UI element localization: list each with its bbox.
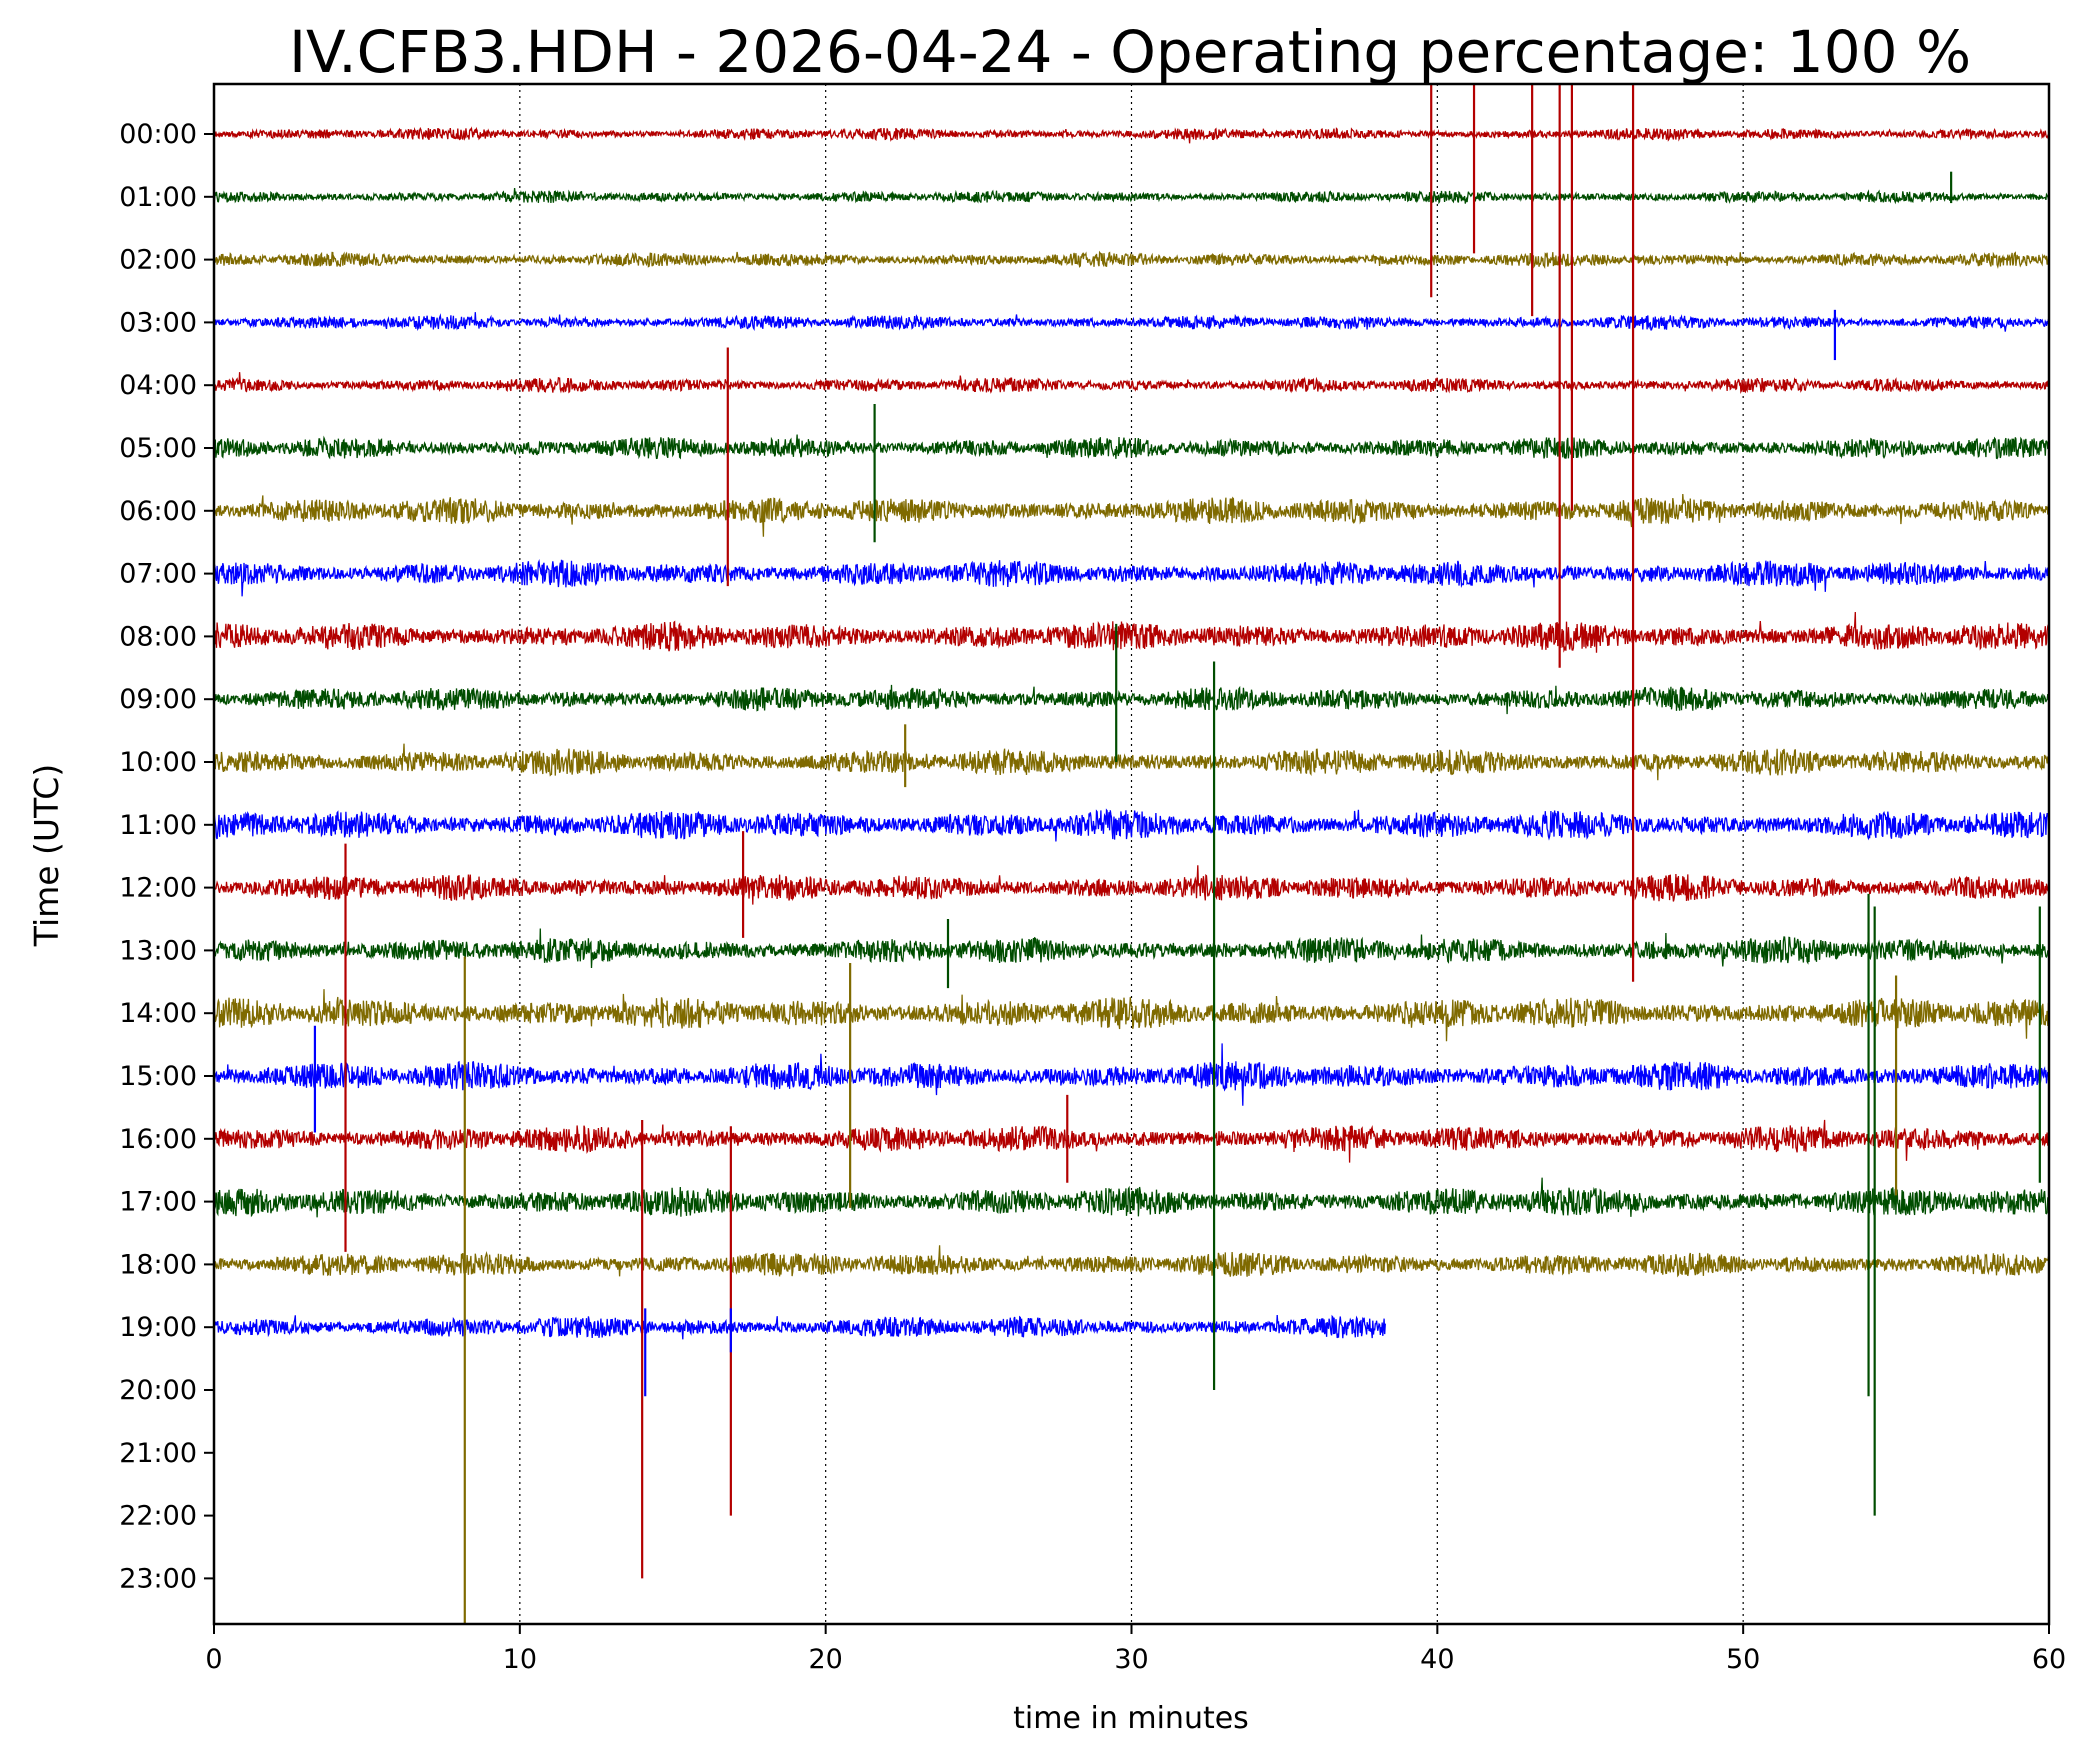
y-tick-label: 03:00 [119,307,197,338]
x-tick-label: 50 [1726,1644,1760,1675]
trace-5 [213,434,2050,460]
y-tick-label: 06:00 [119,496,197,527]
y-tick-label: 15:00 [119,1061,197,1092]
x-tick-label: 20 [808,1644,842,1675]
y-tick-label: 13:00 [119,935,197,966]
trace-15 [213,1043,2050,1106]
x-tick-label: 10 [503,1644,537,1675]
trace-7 [213,559,2050,597]
y-tick-label: 04:00 [119,370,197,401]
trace-18 [213,1245,2050,1278]
x-axis-label: time in minutes [1013,1701,1249,1736]
trace-6 [213,493,2050,537]
y-tick-label: 12:00 [119,873,197,904]
y-axis-label: Time (UTC) [27,764,66,947]
y-tick-label: 23:00 [119,1563,197,1594]
y-tick-label: 10:00 [119,747,197,778]
y-tick-label: 17:00 [119,1187,197,1218]
trace-19 [213,1314,1386,1340]
y-tick-label: 08:00 [119,621,197,652]
y-tick-label: 20:00 [119,1375,197,1406]
trace-16 [213,1119,2050,1163]
grid-lines [519,84,1744,1624]
trace-4 [213,372,2050,394]
trace-10 [213,743,2050,781]
x-tick-label: 40 [1420,1644,1454,1675]
y-tick-label: 19:00 [119,1312,197,1343]
y-tick-label: 05:00 [119,433,197,464]
y-tick-label: 02:00 [119,245,197,276]
trace-0 [213,126,2050,144]
y-tick-label: 09:00 [119,684,197,715]
y-tick-label: 18:00 [119,1249,197,1280]
y-tick-label: 21:00 [119,1438,197,1469]
x-tick-label: 30 [1114,1644,1148,1675]
x-tick-label: 60 [2032,1644,2066,1675]
trace-3 [213,312,2050,332]
y-tick-label: 07:00 [119,559,197,590]
x-axis: 0 10 20 30 40 50 60 [205,1624,2066,1675]
trace-14 [213,989,2050,1042]
trace-11 [213,808,2050,842]
trace-2 [213,250,2050,269]
y-axis: 00:00 01:00 02:00 03:00 04:00 05:00 06:00 07:00… [119,119,214,1594]
trace-13 [213,928,2050,969]
chart-title: IV.CFB3.HDH - 2026-04-24 - Operating per… [289,18,1971,86]
seismic-traces [213,84,2050,1624]
y-tick-label: 00:00 [119,119,197,150]
y-tick-label: 14:00 [119,998,197,1029]
y-tick-label: 11:00 [119,810,197,841]
y-tick-label: 22:00 [119,1501,197,1532]
trace-8 [213,611,2050,653]
trace-1 [213,188,2050,205]
trace-17 [213,1177,2050,1218]
y-tick-label: 01:00 [119,182,197,213]
y-tick-label: 16:00 [119,1124,197,1155]
x-tick-label: 0 [205,1644,222,1675]
trace-9 [213,684,2050,715]
trace-12 [213,865,2050,905]
